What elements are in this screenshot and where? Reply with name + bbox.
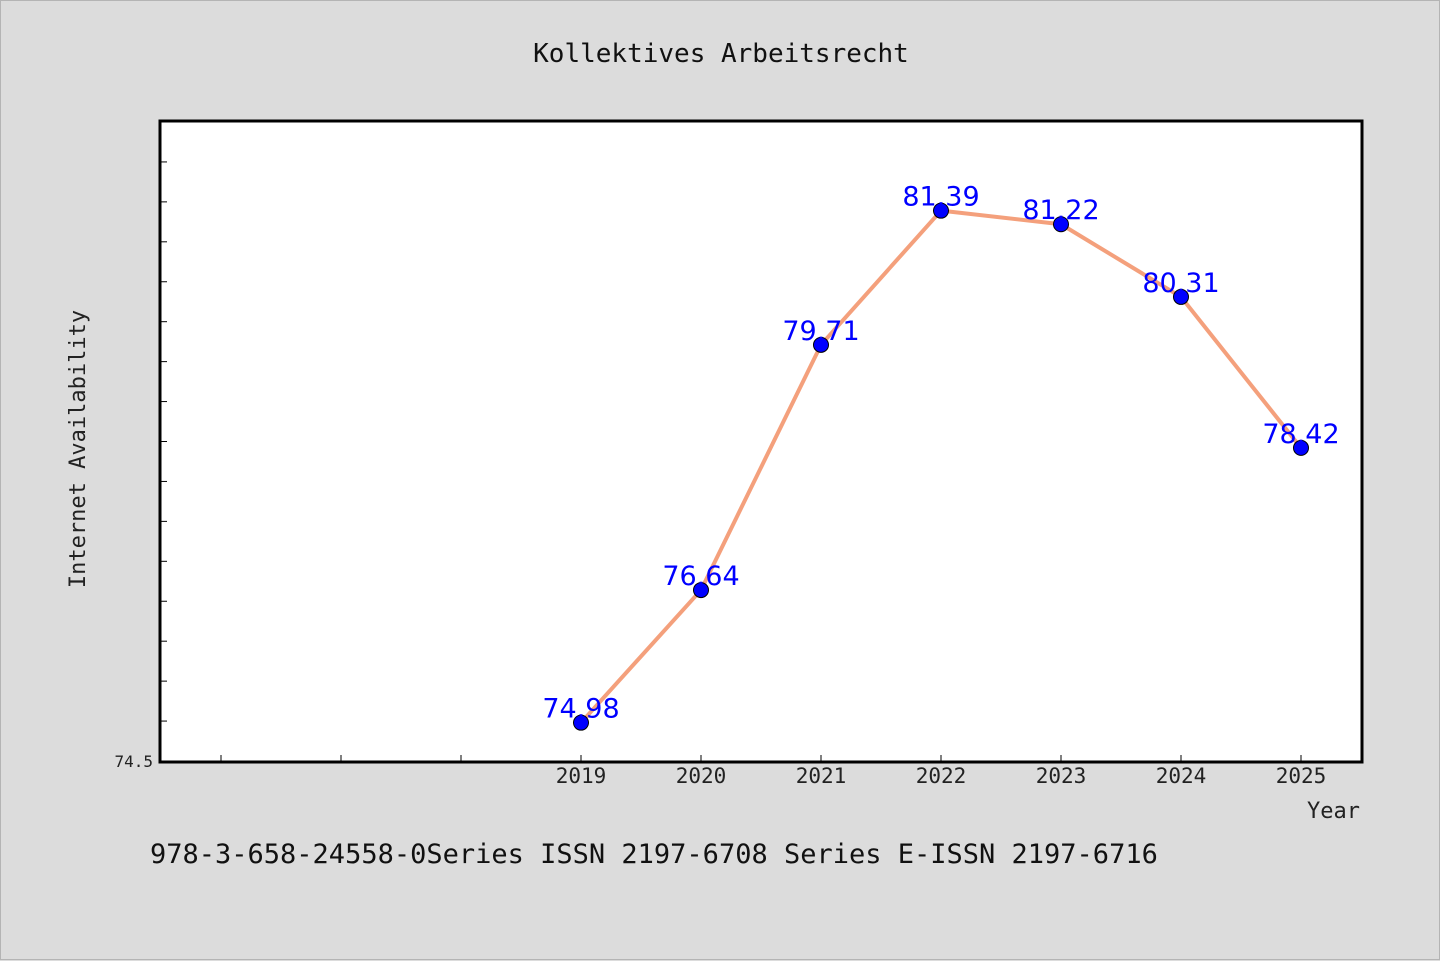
data-point — [573, 714, 589, 731]
x-tick-label: 2022 — [916, 764, 967, 788]
chart-title: Kollektives Arbeitsrecht — [533, 39, 909, 69]
x-tick-label: 2024 — [1156, 764, 1207, 788]
data-label: 76.64 — [662, 561, 739, 592]
x-minor-ticks — [220, 755, 1302, 761]
data-label: 78.42 — [1262, 419, 1339, 450]
data-point — [1293, 439, 1309, 456]
data-point — [1173, 288, 1189, 305]
data-label: 80.31 — [1142, 268, 1219, 299]
y-minor-ticks — [161, 161, 167, 722]
y-tick-label: 74.5 — [114, 752, 153, 771]
data-label: 79.71 — [782, 316, 859, 347]
plot-area — [158, 119, 1364, 764]
series-group — [573, 202, 1309, 731]
x-axis-label: Year — [1307, 799, 1360, 824]
data-label-group: 74.98 76.64 79.71 81.39 81.22 80.31 78.42 — [542, 182, 1339, 725]
data-point — [933, 202, 949, 219]
x-tick-label: 2025 — [1276, 764, 1327, 788]
y-axis-label: Internet Availability — [66, 310, 91, 588]
x-tick-label: 2020 — [676, 764, 727, 788]
data-point — [813, 336, 829, 353]
data-label: 81.22 — [1022, 195, 1099, 226]
footer-text: 978-3-658-24558-0Series ISSN 2197-6708 S… — [150, 839, 1158, 870]
x-tick-label: 2023 — [1036, 764, 1087, 788]
data-point — [693, 582, 709, 599]
data-label: 74.98 — [542, 694, 619, 725]
data-label: 81.39 — [902, 182, 979, 213]
x-tick-label: 2021 — [796, 764, 847, 788]
data-point — [1053, 216, 1069, 233]
x-tick-labels: 2019 2020 2021 2022 2023 2024 2025 — [556, 764, 1327, 788]
x-tick-label: 2019 — [556, 764, 607, 788]
